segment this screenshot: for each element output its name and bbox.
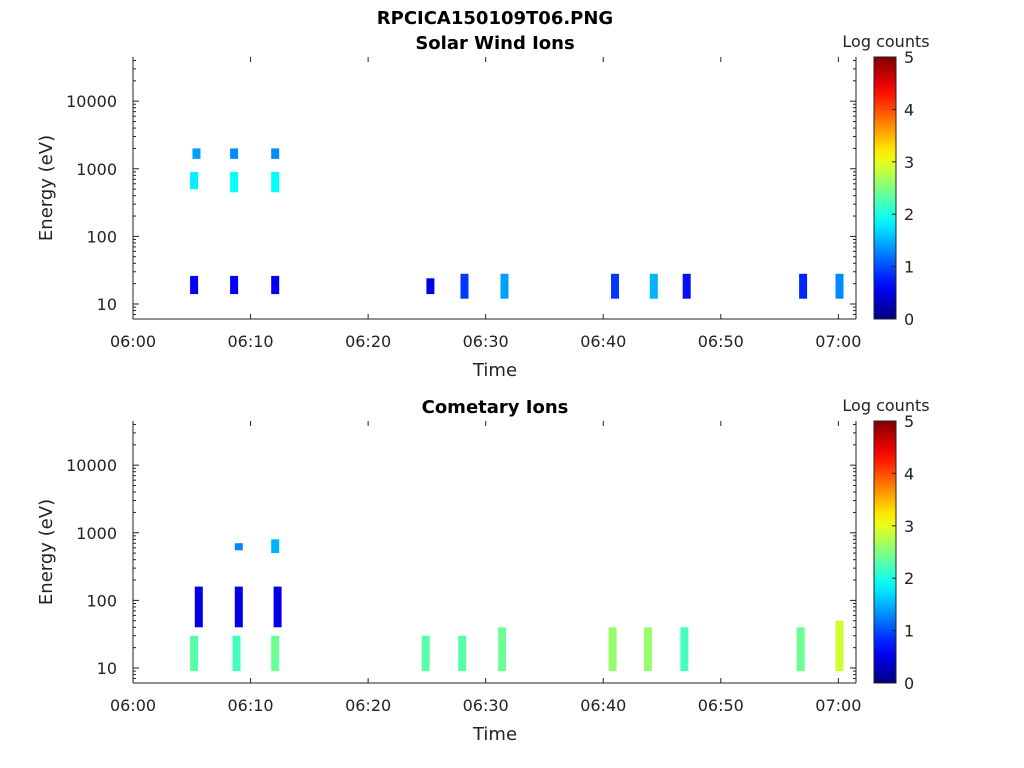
data-block (460, 273, 469, 299)
colorbar-label-solar-wind: Log counts (842, 32, 929, 51)
colorbar-tick-label: 3 (904, 153, 914, 172)
y-tick-label: 1000 (76, 524, 117, 543)
x-tick-label: 06:10 (228, 332, 274, 351)
data-block (796, 627, 805, 672)
data-block (192, 148, 201, 159)
panel-solar-wind-ions: Solar Wind Ions Log counts Time Energy (… (36, 32, 930, 381)
data-block (608, 627, 617, 672)
colorbar (873, 420, 897, 684)
x-axis-label-solar-wind: Time (472, 360, 517, 381)
y-tick-label: 100 (86, 227, 117, 246)
y-tick-label: 100 (86, 591, 117, 610)
data-block (271, 148, 280, 159)
colorbar-tick-label: 1 (904, 622, 914, 641)
y-tick-label: 10000 (66, 92, 117, 111)
x-tick-label: 06:50 (698, 332, 744, 351)
y-axis-label-cometary: Energy (eV) (36, 499, 57, 605)
data-block (190, 635, 199, 672)
x-tick-label: 06:10 (228, 696, 274, 715)
x-tick-label: 06:40 (580, 332, 626, 351)
x-tick-label: 06:00 (110, 332, 156, 351)
y-axis-label-solar-wind: Energy (eV) (36, 135, 57, 241)
data-block (680, 627, 689, 672)
colorbar-tick-label: 2 (904, 569, 914, 588)
data-block (649, 273, 658, 299)
colorbar-tick-label: 5 (904, 48, 914, 67)
colorbar-tick-label: 4 (904, 464, 914, 483)
x-tick-label: 07:00 (815, 332, 861, 351)
data-block (643, 627, 652, 672)
x-axis-label-cometary: Time (472, 724, 517, 745)
data-block (271, 539, 280, 554)
x-tick-label: 06:50 (698, 696, 744, 715)
panel-title-solar-wind: Solar Wind Ions (415, 33, 574, 54)
data-block (190, 275, 199, 295)
panel-title-cometary: Cometary Ions (422, 397, 569, 418)
x-tick-label: 07:00 (815, 696, 861, 715)
x-tick-label: 06:40 (580, 696, 626, 715)
x-tick-label: 06:30 (463, 332, 509, 351)
data-block (232, 635, 241, 672)
data-block (271, 171, 280, 193)
data-block (458, 635, 467, 672)
data-block (835, 273, 844, 299)
data-block (498, 627, 507, 672)
data-block (234, 543, 243, 551)
panel-cometary-ions: Cometary Ions Log counts Time Energy (eV… (36, 396, 930, 745)
data-block (230, 171, 239, 193)
colorbar-tick-label: 0 (904, 310, 914, 329)
y-tick-label: 10 (97, 295, 117, 314)
colorbar-tick-label: 5 (904, 412, 914, 431)
data-block (271, 275, 280, 295)
figure-title: RPCICA150109T06.PNG (377, 8, 613, 29)
data-block (230, 275, 239, 295)
data-block (230, 148, 239, 159)
x-tick-label: 06:20 (345, 332, 391, 351)
data-block (835, 620, 844, 672)
colorbar-tick-label: 0 (904, 674, 914, 693)
data-block (682, 273, 691, 299)
colorbar-tick-label: 1 (904, 258, 914, 277)
colorbar (873, 56, 897, 320)
y-tick-label: 10000 (66, 456, 117, 475)
data-block (426, 278, 435, 295)
colorbar-tick-label: 3 (904, 517, 914, 536)
colorbar-tick-label: 4 (904, 100, 914, 119)
x-tick-label: 06:00 (110, 696, 156, 715)
colorbar-label-cometary: Log counts (842, 396, 929, 415)
data-block (273, 586, 282, 628)
data-block (190, 171, 199, 190)
y-tick-label: 1000 (76, 160, 117, 179)
data-block (194, 586, 203, 628)
data-block (234, 586, 243, 628)
x-tick-label: 06:20 (345, 696, 391, 715)
data-block (799, 273, 808, 299)
data-block (500, 273, 509, 299)
data-block (271, 635, 280, 672)
data-block (611, 273, 619, 299)
data-block (421, 635, 430, 672)
colorbar-tick-label: 2 (904, 205, 914, 224)
y-tick-label: 10 (97, 659, 117, 678)
x-tick-label: 06:30 (463, 696, 509, 715)
